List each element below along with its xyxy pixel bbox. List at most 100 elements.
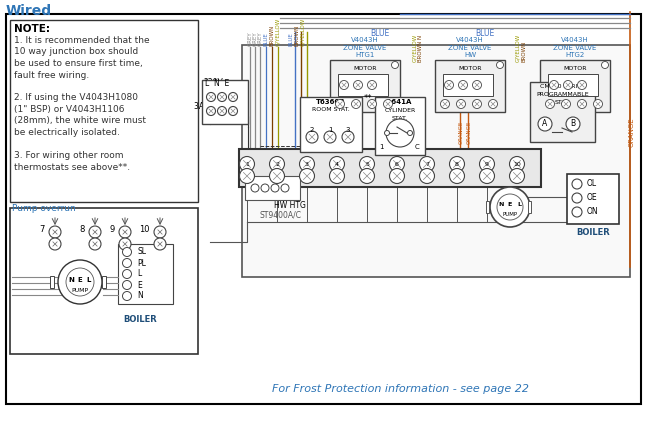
Text: PUMP: PUMP [71,287,89,292]
Circle shape [49,226,61,238]
Text: Pump overrun: Pump overrun [12,204,76,213]
Circle shape [154,238,166,250]
Text: 10: 10 [140,225,150,233]
Circle shape [342,131,354,143]
Bar [540,60,610,112]
Text: OE: OE [587,194,598,203]
Circle shape [49,238,61,250]
Text: PROGRAMMABLE: PROGRAMMABLE [536,92,589,97]
Circle shape [488,100,498,108]
Text: L  N  E: L N E [205,79,229,88]
Text: E: E [508,203,512,208]
Circle shape [89,238,101,250]
Text: PUMP: PUMP [503,211,518,216]
Text: ROOM STAT.: ROOM STAT. [312,107,350,112]
Text: 10 way junction box should: 10 way junction box should [14,48,138,57]
Text: G/YELLOW: G/YELLOW [276,18,281,46]
Bar [102,276,106,288]
Bar [10,20,198,202]
Text: CM900 SERIES: CM900 SERIES [540,84,585,89]
Text: 2. If using the V4043H1080: 2. If using the V4043H1080 [14,94,138,103]
Circle shape [572,207,582,217]
Circle shape [66,268,94,296]
Circle shape [340,81,349,89]
Text: 8: 8 [455,162,459,167]
Text: be used to ensure first time,: be used to ensure first time, [14,59,143,68]
Circle shape [360,157,375,171]
Circle shape [509,157,525,171]
Circle shape [351,100,360,108]
Circle shape [479,157,494,171]
Text: BROWN: BROWN [521,41,527,62]
Text: be electrically isolated.: be electrically isolated. [14,128,120,137]
Text: BLUE: BLUE [476,30,494,38]
Circle shape [578,100,586,108]
Circle shape [472,100,481,108]
Text: 3. For wiring other room: 3. For wiring other room [14,151,124,160]
Text: fault free wiring.: fault free wiring. [14,70,89,79]
Text: E: E [137,281,142,289]
Bar [118,244,173,304]
Text: L641A: L641A [388,99,412,105]
Text: 2: 2 [275,162,279,167]
Text: 4: 4 [335,162,339,167]
Text: SL: SL [137,247,146,257]
Text: 6: 6 [395,162,399,167]
Circle shape [389,168,404,184]
Bar [528,201,531,213]
Circle shape [154,226,166,238]
Text: **: ** [364,94,373,103]
Circle shape [562,100,571,108]
Circle shape [572,193,582,203]
Text: V4043H
ZONE VALVE
HTG1: V4043H ZONE VALVE HTG1 [344,37,387,58]
Circle shape [441,100,450,108]
Bar [50,276,54,288]
Text: NOTE:: NOTE: [14,24,50,34]
Circle shape [281,184,289,192]
Text: ST9400A/C: ST9400A/C [260,211,302,220]
Text: N  S: N S [283,193,297,199]
Circle shape [239,157,254,171]
Text: MOTOR: MOTOR [353,66,377,71]
Bar [300,97,362,152]
Text: 1. It is recommended that the: 1. It is recommended that the [14,36,149,45]
Text: 1: 1 [245,162,249,167]
Circle shape [353,81,362,89]
Text: Wired: Wired [6,4,52,18]
Circle shape [549,81,558,89]
Text: N: N [68,277,74,283]
Bar [245,176,300,200]
Circle shape [329,168,344,184]
Text: V4043H
ZONE VALVE
HTG2: V4043H ZONE VALVE HTG2 [553,37,597,58]
Circle shape [336,100,344,108]
Circle shape [206,92,215,102]
Text: 1: 1 [328,127,333,133]
Circle shape [509,168,525,184]
Text: G/YELLOW: G/YELLOW [413,34,417,62]
Text: G/YELLOW: G/YELLOW [516,34,520,62]
Circle shape [228,92,237,102]
Text: CYLINDER: CYLINDER [384,108,415,113]
Circle shape [122,270,131,279]
Bar [242,45,630,277]
Circle shape [593,100,602,108]
Circle shape [472,81,481,89]
Circle shape [479,168,494,184]
Circle shape [538,117,552,131]
Text: BROWN: BROWN [294,25,300,46]
Circle shape [384,100,393,108]
Circle shape [300,157,314,171]
Bar [435,60,505,112]
Text: ORANGE: ORANGE [459,120,463,143]
Circle shape [122,292,131,300]
Circle shape [119,226,131,238]
Text: BLUE: BLUE [263,32,269,46]
Bar [548,74,598,96]
Text: 7: 7 [425,162,429,167]
Text: STAT.: STAT. [554,100,571,105]
Text: (28mm), the white wire must: (28mm), the white wire must [14,116,146,125]
Circle shape [566,117,580,131]
Text: G/YELLOW: G/YELLOW [300,18,305,46]
Circle shape [324,131,336,143]
Bar [10,208,198,354]
